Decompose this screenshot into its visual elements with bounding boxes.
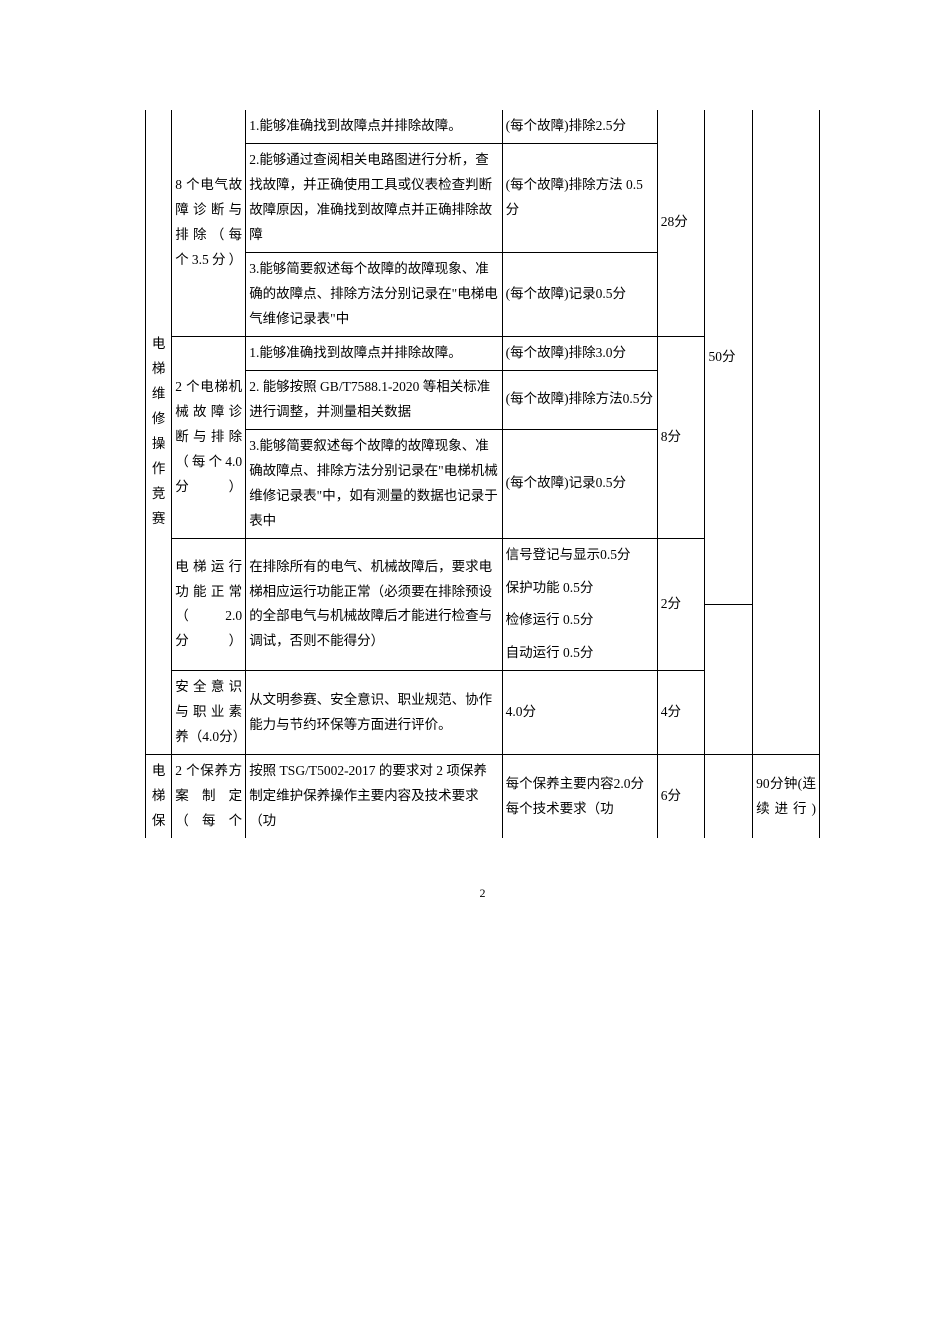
section1-score-1: (每个故障)排除2.5分 [502, 110, 657, 143]
blank-cell-2 [705, 755, 753, 838]
page-number: 2 [145, 886, 820, 901]
section3-criteria: 在排除所有的电气、机械故障后，要求电梯相应运行功能正常（必须要在排除预设的全部电… [246, 538, 502, 671]
section5-score-1: 每个保养主要内容2.0分 [506, 776, 644, 791]
section1-subtotal: 28分 [657, 110, 705, 336]
section5-score-2: 每个技术要求（功 [506, 801, 614, 816]
section2-title: 2 个电梯机械故障诊断与排除（每个4.0分） [172, 336, 246, 538]
category-label-1: 电梯维修操作竞赛 [152, 336, 166, 526]
section5-time: 90分钟(连续进行) [753, 755, 820, 838]
category-column-1: 电梯维修操作竞赛 [146, 110, 172, 755]
section5-score: 每个保养主要内容2.0分每个技术要求（功 [502, 755, 657, 838]
section2-score-1: (每个故障)排除3.0分 [502, 336, 657, 370]
section3-score-4: 自动运行 0.5分 [502, 637, 657, 670]
evaluation-table: 电梯维修操作竞赛 8 个电气故障诊断与排除（每个3.5分） 1.能够准确找到故障… [145, 110, 820, 838]
section2-score-3: (每个故障)记录0.5分 [502, 429, 657, 538]
section1-score-3: (每个故障)记录0.5分 [502, 252, 657, 336]
section2-criteria-3: 3.能够简要叙述每个故障的故障现象、准确故障点、排除方法分别记录在"电梯机械维修… [246, 429, 502, 538]
section3-score-3: 检修运行 0.5分 [502, 604, 657, 637]
section5-criteria: 按照 TSG/T5002-2017 的要求对 2 项保养制定维护保养操作主要内容… [246, 755, 502, 838]
section4-subtotal: 4分 [657, 671, 705, 755]
section2-subtotal: 8分 [657, 336, 705, 538]
section1-title: 8 个电气故障诊断与排除（每个3.5分） [172, 110, 246, 336]
section1-criteria-3: 3.能够简要叙述每个故障的故障现象、准确的故障点、排除方法分别记录在"电梯电气维… [246, 252, 502, 336]
category-label-2: 电梯保 [152, 763, 166, 828]
section3-score-2: 保护功能 0.5分 [502, 572, 657, 605]
section3-subtotal: 2分 [657, 538, 705, 671]
category-column-2: 电梯保 [146, 755, 172, 838]
time-column-blank [753, 110, 820, 755]
section1-criteria-2: 2.能够通过查阅相关电路图进行分析，查找故障，并正确使用工具或仪表检查判断故障原… [246, 143, 502, 252]
section5-subtotal: 6分 [657, 755, 705, 838]
section2-criteria-1: 1.能够准确找到故障点并排除故障。 [246, 336, 502, 370]
section3-score-1: 信号登记与显示0.5分 [502, 538, 657, 571]
section1-criteria-1: 1.能够准确找到故障点并排除故障。 [246, 110, 502, 143]
section3-title: 电梯运行功能正常（ 2.0分） [172, 538, 246, 671]
section4-criteria: 从文明参赛、安全意识、职业规范、协作能力与节约环保等方面进行评价。 [246, 671, 502, 755]
section2-criteria-2: 2. 能够按照 GB/T7588.1-2020 等相关标准进行调整，并测量相关数… [246, 370, 502, 429]
section4-score: 4.0分 [502, 671, 657, 755]
section4-title: 安全意识与职业素养（4.0分） [172, 671, 246, 755]
section2-total: 50分 [705, 110, 753, 604]
section5-title: 2 个保养方案制定（每个 [172, 755, 246, 838]
section2-score-2: (每个故障)排除方法0.5分 [502, 370, 657, 429]
section1-score-2: (每个故障)排除方法 0.5分 [502, 143, 657, 252]
blank-cell [705, 604, 753, 754]
